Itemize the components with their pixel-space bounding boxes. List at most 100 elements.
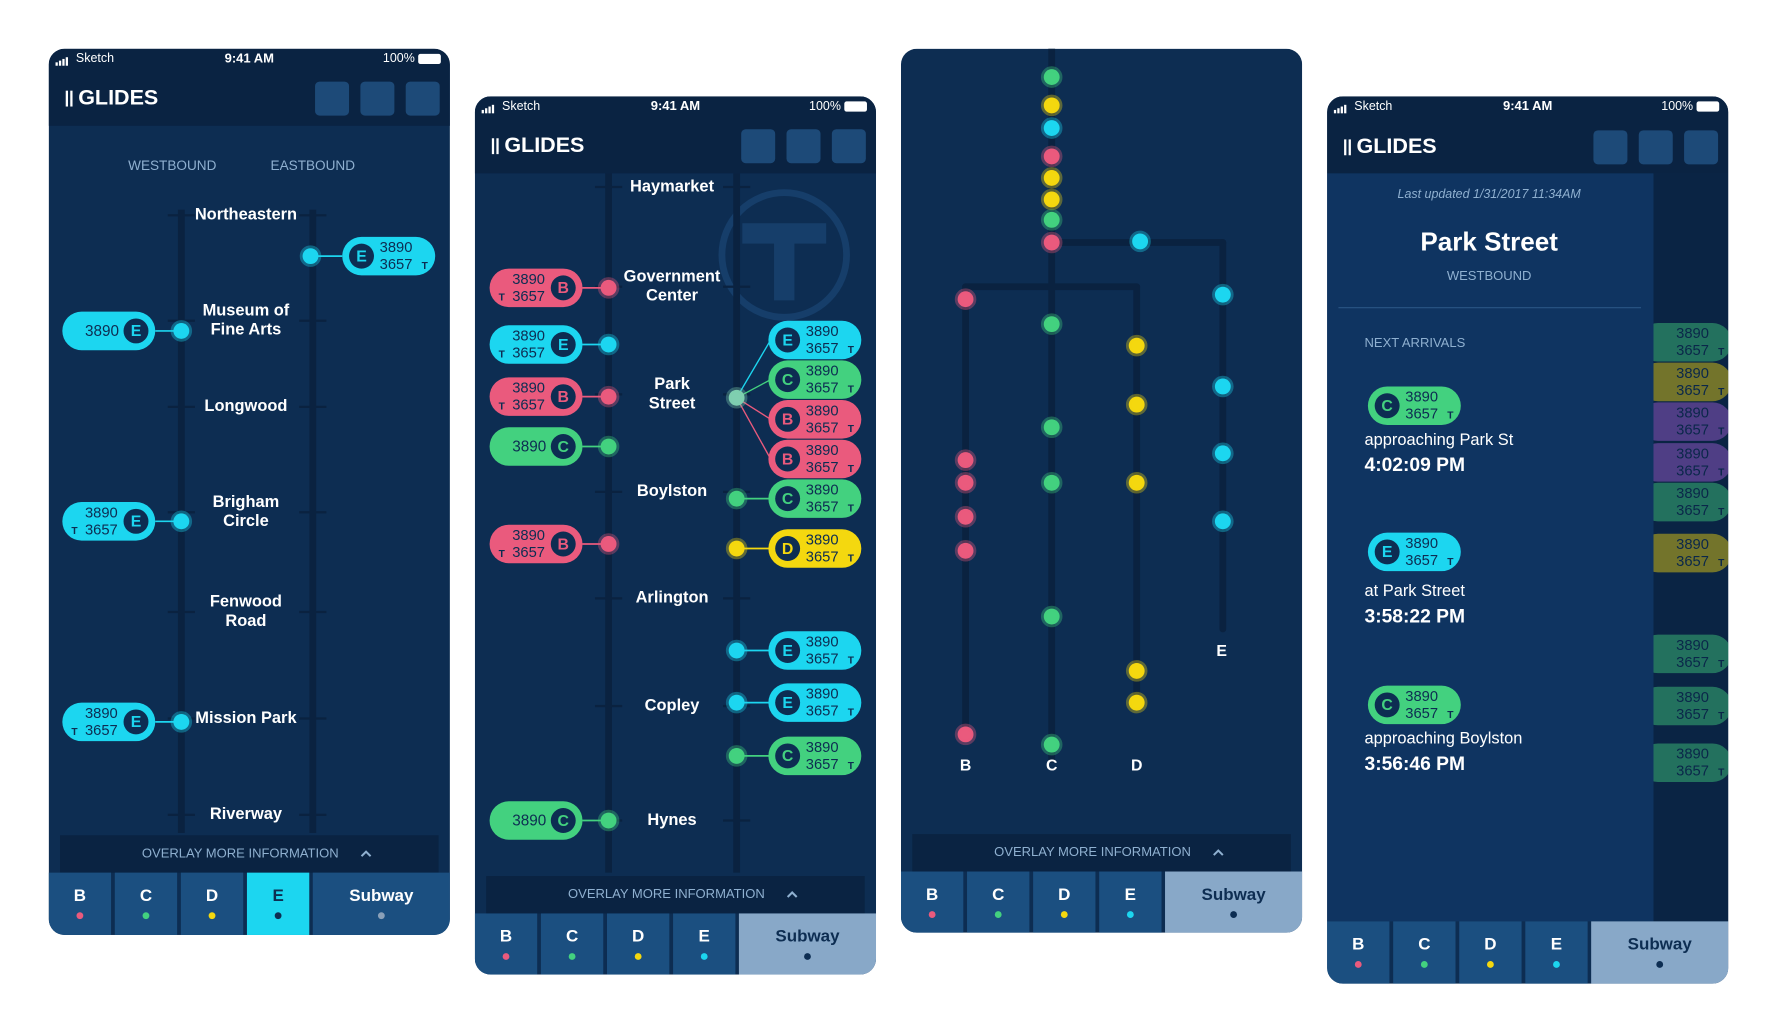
station-title: Park Street bbox=[1420, 227, 1558, 257]
overlay-bar[interactable] bbox=[486, 876, 865, 914]
train-number: 3890 bbox=[1676, 690, 1709, 706]
header-button[interactable] bbox=[315, 81, 350, 116]
train-dot bbox=[1212, 510, 1234, 533]
tab[interactable] bbox=[540, 913, 604, 975]
tab[interactable] bbox=[48, 872, 112, 935]
brand: GLIDES bbox=[1357, 134, 1437, 158]
tab[interactable] bbox=[246, 872, 310, 935]
station-name: Brigham bbox=[213, 493, 280, 511]
tab[interactable] bbox=[1525, 921, 1588, 984]
train-number: 3657 bbox=[512, 545, 545, 561]
train-number: 3657 bbox=[1405, 553, 1438, 569]
tab[interactable] bbox=[1459, 921, 1522, 984]
arrival-status: approaching Park St bbox=[1364, 431, 1513, 449]
tab[interactable] bbox=[900, 871, 964, 933]
train-suffix: T bbox=[848, 761, 855, 772]
overlay-bar[interactable] bbox=[912, 834, 1291, 872]
header-button[interactable] bbox=[831, 129, 866, 164]
tab[interactable] bbox=[180, 872, 244, 935]
train-dot bbox=[1125, 334, 1148, 357]
train-number: 3890 bbox=[380, 240, 413, 256]
badge-pill bbox=[1638, 533, 1729, 573]
route-letter: C bbox=[782, 372, 794, 389]
header-button[interactable] bbox=[786, 129, 821, 164]
tab-label: C bbox=[992, 885, 1004, 904]
tab[interactable] bbox=[1165, 871, 1303, 933]
train-suffix: T bbox=[499, 349, 506, 360]
station-tick bbox=[167, 405, 195, 408]
overlay-bar[interactable] bbox=[60, 835, 439, 873]
train-number: 3657 bbox=[1676, 423, 1709, 439]
train-dot bbox=[1040, 416, 1063, 439]
arrival-status: approaching Boylston bbox=[1364, 729, 1522, 747]
tab-dot bbox=[502, 953, 510, 960]
tab-label: D bbox=[206, 886, 218, 905]
header-button[interactable] bbox=[1593, 130, 1628, 165]
header-button[interactable] bbox=[405, 81, 440, 116]
train-badge[interactable]: C 3890 bbox=[489, 801, 583, 840]
tab[interactable] bbox=[967, 871, 1030, 933]
train-dot bbox=[725, 639, 748, 662]
tab[interactable] bbox=[673, 913, 736, 975]
tab-dot bbox=[634, 953, 642, 960]
route-letter: C bbox=[782, 748, 794, 765]
train-suffix: T bbox=[71, 526, 78, 537]
header-button[interactable] bbox=[360, 81, 395, 116]
train-suffix: T bbox=[422, 261, 429, 272]
tab[interactable] bbox=[1033, 871, 1096, 933]
tab[interactable] bbox=[1393, 921, 1456, 984]
train-dot bbox=[725, 537, 748, 560]
tab[interactable] bbox=[1591, 921, 1729, 984]
tab[interactable] bbox=[474, 913, 538, 975]
train-suffix: T bbox=[499, 549, 506, 560]
tab[interactable] bbox=[312, 872, 450, 935]
tab[interactable] bbox=[1327, 921, 1390, 984]
tab-label: C bbox=[140, 886, 152, 905]
train-dot bbox=[170, 711, 193, 733]
header-button[interactable] bbox=[1684, 130, 1719, 165]
train-badge[interactable]: E 3890 bbox=[62, 311, 156, 351]
train-badge[interactable]: C 3890 bbox=[489, 427, 583, 466]
station-tick bbox=[594, 490, 623, 493]
arrival-time: 4:02:09 PM bbox=[1364, 455, 1465, 476]
tab-dot bbox=[994, 911, 1002, 918]
signal-bar bbox=[65, 57, 68, 66]
tab[interactable] bbox=[1099, 871, 1162, 933]
tab[interactable] bbox=[738, 913, 877, 975]
tab[interactable] bbox=[606, 913, 670, 975]
header-button[interactable] bbox=[1638, 130, 1673, 165]
carrier: Sketch bbox=[76, 51, 114, 65]
header-button[interactable] bbox=[741, 129, 776, 164]
tab[interactable] bbox=[114, 872, 178, 935]
tab-dot bbox=[274, 912, 282, 920]
